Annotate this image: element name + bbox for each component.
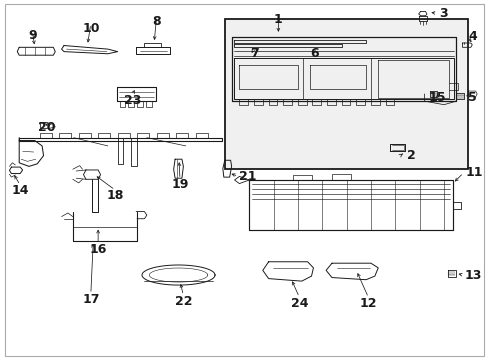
Text: 5: 5 <box>468 91 476 104</box>
Text: 7: 7 <box>249 47 258 60</box>
Text: 4: 4 <box>468 30 476 43</box>
Text: 23: 23 <box>123 94 141 107</box>
Text: 17: 17 <box>82 293 100 306</box>
Bar <box>224 19 468 169</box>
Text: 3: 3 <box>438 7 447 20</box>
Text: 10: 10 <box>82 22 100 35</box>
Text: 20: 20 <box>38 121 56 134</box>
Text: 19: 19 <box>171 178 188 191</box>
Text: 1: 1 <box>273 13 282 26</box>
Text: 16: 16 <box>89 243 106 256</box>
Text: 15: 15 <box>428 91 446 104</box>
Text: 9: 9 <box>28 30 37 42</box>
Text: 11: 11 <box>465 166 483 179</box>
Text: 18: 18 <box>106 189 123 202</box>
Text: 14: 14 <box>11 184 29 197</box>
Text: 12: 12 <box>359 297 376 310</box>
Text: 22: 22 <box>174 295 192 308</box>
Text: 6: 6 <box>310 47 319 60</box>
Text: 2: 2 <box>407 149 415 162</box>
Text: 24: 24 <box>290 297 307 310</box>
Text: 13: 13 <box>464 269 481 282</box>
Text: 8: 8 <box>152 15 161 28</box>
Text: 21: 21 <box>239 170 256 183</box>
